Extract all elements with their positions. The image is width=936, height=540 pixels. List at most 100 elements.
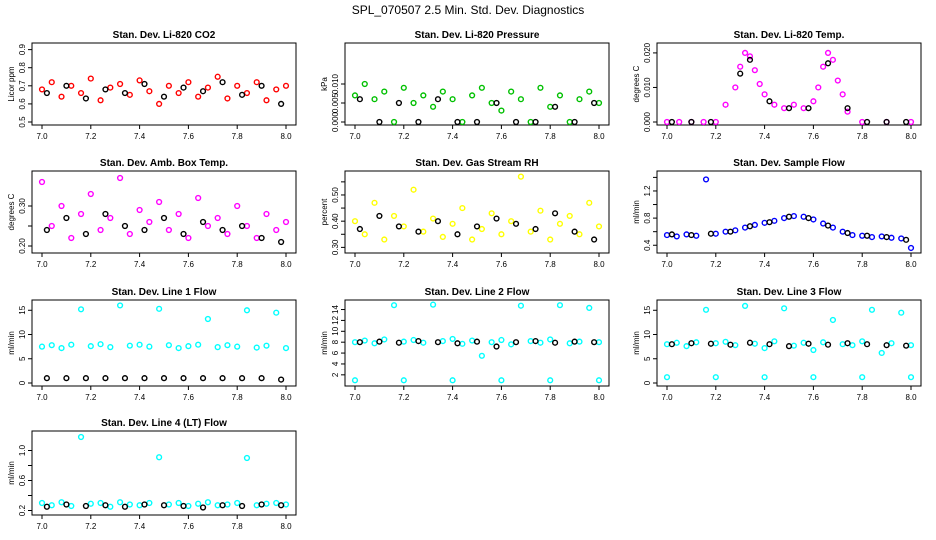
data-point [668,118,675,126]
data-point [185,343,192,350]
data-point [790,101,797,108]
y-tick-label: 5 [18,356,27,361]
data-point [219,79,226,86]
data-point [160,214,168,222]
data-point [459,118,466,126]
x-tick-label: 7.4 [134,132,146,141]
data-point [498,336,505,344]
data-point [673,339,680,346]
data-point [107,344,114,351]
data-point [214,214,221,222]
data-point [390,302,398,309]
y-tick-label: 0.40 [331,213,340,229]
y-axis-label: ml/min [7,461,16,485]
data-point [488,99,495,107]
data-point [58,93,65,100]
data-point [863,341,871,348]
data-point [97,499,104,507]
data-point [390,212,398,220]
x-tick-label: 7.0 [349,260,361,269]
data-point [766,341,773,348]
data-point [400,84,407,91]
data-point [146,343,153,350]
x-tick-label: 7.2 [398,132,410,141]
data-point [844,105,851,112]
data-point [68,82,75,89]
data-point [180,502,187,510]
data-point [551,103,559,110]
data-point [43,503,50,510]
data-point [508,341,515,348]
data-point [77,433,85,441]
data-point [839,91,846,98]
x-tick-label: 7.0 [36,393,48,402]
data-point [234,499,241,507]
data-point [219,226,226,234]
data-point [121,375,129,382]
y-tick-label: 0.8 [643,212,652,224]
data-point [376,338,383,345]
data-point [253,79,260,86]
data-point [693,232,700,239]
data-point [141,80,148,88]
x-tick-label: 7.4 [447,260,459,269]
data-point [204,499,212,506]
data-point [566,340,573,347]
x-tick-label: 7.6 [496,132,508,141]
data-point [859,232,866,239]
panel-title: Stan. Dev. Sample Flow [733,158,845,169]
y-tick-label: 2 [331,372,340,377]
data-point [732,227,739,234]
data-point [400,223,407,230]
data-point [395,339,403,346]
data-point [48,222,55,230]
data-point [141,501,148,508]
y-tick-label: 6 [331,350,340,355]
data-point [771,338,778,345]
panel-title: Stan. Dev. Line 2 Flow [425,287,530,298]
data-point [278,502,285,509]
data-point [829,224,837,231]
data-point [903,342,910,349]
y-tick-label: 10 [643,330,652,339]
series-1 [351,301,603,384]
data-point [175,89,182,97]
data-point [165,82,172,89]
x-tick-label: 7.0 [349,132,361,141]
data-point [420,228,427,235]
chart-panel-4: Stan. Dev. Amb. Box Temp. 7.0 7.2 7.4 7.6 7.8… [7,158,297,269]
y-tick-label: 0.50 [331,187,340,203]
data-point [761,344,768,352]
data-point [498,107,505,114]
data-point [63,375,70,382]
data-point [810,374,817,381]
y-tick-label: 1.2 [643,185,652,197]
x-tick-label: 8.0 [280,260,292,269]
data-point [243,89,251,97]
data-point [63,214,70,222]
data-point [116,302,124,309]
data-point [199,218,207,226]
data-point [551,210,559,217]
data-point [258,82,265,89]
data-point [68,502,75,510]
data-point [82,95,90,102]
x-tick-label: 7.8 [545,132,557,141]
series-1 [351,80,603,126]
data-point [688,340,695,347]
x-tick-label: 7.0 [36,522,48,531]
data-point [824,60,832,67]
y-axis-label: ml/min [632,331,641,355]
data-point [48,502,55,509]
data-point [410,186,417,193]
data-point [537,339,544,346]
data-point [810,98,817,105]
data-point [493,343,500,350]
data-point [761,374,768,381]
data-point [136,77,143,84]
data-point [361,80,368,88]
data-point [87,190,94,198]
data-point [351,339,359,346]
x-tick-label: 7.2 [85,522,97,531]
x-tick-label: 8.0 [593,393,605,402]
